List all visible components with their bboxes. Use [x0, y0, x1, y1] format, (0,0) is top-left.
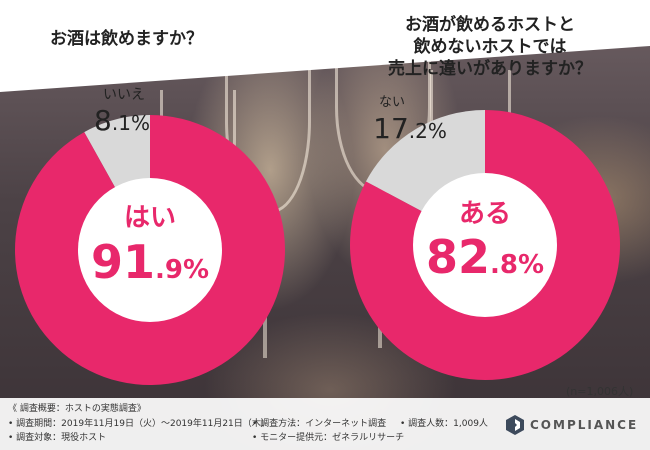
- question-1: お酒は飲めますか？: [50, 29, 203, 49]
- small-value-1: 8.1%: [94, 104, 150, 137]
- small-value-1-int: 8: [94, 104, 112, 137]
- footer: 《 調査概要：ホストの実態調査》 • 調査期間：2019年11月19日（火）～2…: [0, 398, 650, 450]
- brand-name: COMPLIANCE: [530, 418, 639, 432]
- survey-provider: • モニター提供元：ゼネラルリサーチ: [252, 433, 405, 443]
- compliance-logo-icon: [506, 415, 524, 435]
- small-label-2: ない: [379, 95, 405, 110]
- donut-chart-2: ある 82.8% ない 17.2%: [350, 95, 620, 380]
- survey-count: • 調査人数：1,009人: [400, 419, 488, 429]
- survey-heading: 《 調査概要：ホストの実態調査》: [8, 404, 146, 414]
- question-2: お酒が飲めるホストと 飲めないホストでは 売上に違いがありますか？: [370, 14, 610, 80]
- center-value-1: 91.9%: [91, 235, 209, 289]
- small-value-1-dec: .1%: [112, 111, 150, 135]
- survey-method: • 調査方法：インターネット調査: [252, 419, 387, 429]
- sample-size: (n=1,006人): [566, 385, 634, 398]
- donut-hole-1: [78, 178, 222, 322]
- center-value-1-int: 91: [91, 235, 155, 289]
- question-2-line-2: 飲めないホストでは: [413, 37, 567, 57]
- survey-target: • 調査対象：現役ホスト: [8, 433, 107, 443]
- question-2-line-1: お酒が飲めるホストと: [405, 15, 575, 35]
- center-value-2-int: 82: [426, 230, 490, 284]
- question-2-line-3: 売上に違いがありますか？: [388, 59, 592, 79]
- small-value-2: 17.2%: [373, 112, 447, 145]
- donut-hole-2: [413, 173, 557, 317]
- center-label-2: ある: [459, 199, 511, 229]
- center-value-2-dec: .8%: [490, 250, 544, 280]
- center-value-1-dec: .9%: [155, 255, 209, 285]
- small-value-2-int: 17: [373, 112, 409, 145]
- center-value-2: 82.8%: [426, 230, 544, 284]
- donut-chart-1: はい 91.9% いいえ 8.1%: [14, 87, 285, 386]
- center-label-1: はい: [124, 203, 176, 233]
- survey-period: • 調査期間：2019年11月19日（火）～2019年11月21日（木）: [8, 419, 270, 429]
- small-label-1: いいえ: [103, 87, 145, 103]
- small-value-2-dec: .2%: [409, 119, 447, 143]
